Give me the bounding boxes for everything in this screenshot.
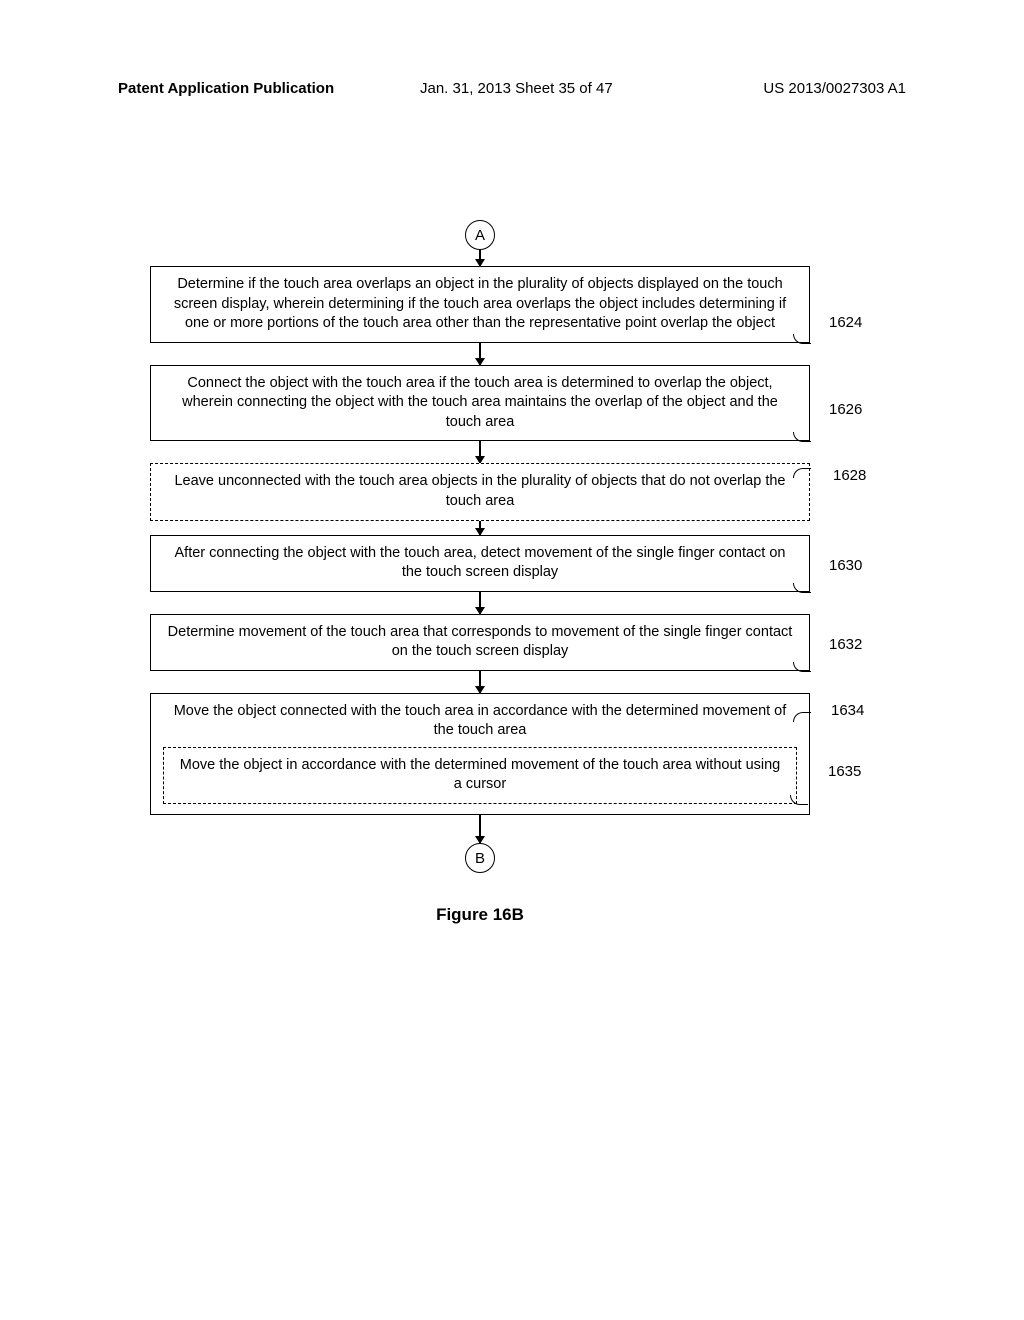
leader-line bbox=[790, 795, 808, 805]
leader-line bbox=[793, 432, 811, 442]
flow-step-text: Determine if the touch area overlaps an … bbox=[174, 276, 786, 331]
flow-step-1628: Leave unconnected with the touch area ob… bbox=[150, 463, 810, 520]
connector-start-label: A bbox=[475, 227, 485, 244]
flow-step-1630: After connecting the object with the tou… bbox=[150, 535, 810, 592]
flow-step-text: Determine movement of the touch area tha… bbox=[168, 624, 793, 660]
ref-number-1626: 1626 bbox=[829, 400, 862, 420]
connector-start: A bbox=[465, 220, 495, 250]
arrow-segment bbox=[479, 441, 481, 463]
flow-step-text: After connecting the object with the tou… bbox=[175, 545, 786, 581]
arrow-segment bbox=[479, 592, 481, 614]
ref-number-1632: 1632 bbox=[829, 635, 862, 655]
arrow-head-icon bbox=[475, 836, 485, 844]
header-publication-type: Patent Application Publication bbox=[118, 80, 334, 97]
leader-line bbox=[793, 583, 811, 593]
arrow-segment bbox=[479, 250, 481, 266]
header-date-sheet: Jan. 31, 2013 Sheet 35 of 47 bbox=[420, 80, 613, 97]
connector-end-label: B bbox=[475, 850, 485, 867]
arrow-segment bbox=[479, 521, 481, 535]
arrow-segment bbox=[479, 815, 481, 843]
figure-caption: Figure 16B bbox=[150, 905, 810, 925]
ref-number-1624: 1624 bbox=[829, 313, 862, 333]
arrow-segment bbox=[479, 671, 481, 693]
flow-step-text: Leave unconnected with the touch area ob… bbox=[174, 473, 785, 509]
ref-number-1635: 1635 bbox=[828, 762, 861, 782]
flow-step-text: Move the object in accordance with the d… bbox=[180, 757, 780, 793]
flow-step-1632: Determine movement of the touch area tha… bbox=[150, 614, 810, 671]
flow-step-1634: Move the object connected with the touch… bbox=[150, 693, 810, 815]
ref-number-1628: 1628 bbox=[833, 466, 866, 486]
flow-step-1626: Connect the object with the touch area i… bbox=[150, 365, 810, 442]
leader-line bbox=[793, 662, 811, 672]
flow-step-1635: Move the object in accordance with the d… bbox=[163, 747, 797, 804]
header-publication-number: US 2013/0027303 A1 bbox=[763, 80, 906, 97]
flow-step-text: Move the object connected with the touch… bbox=[161, 702, 799, 747]
leader-line bbox=[793, 712, 811, 722]
flow-step-1624: Determine if the touch area overlaps an … bbox=[150, 266, 810, 343]
page: Patent Application Publication Jan. 31, … bbox=[0, 0, 1024, 1320]
flow-step-text: Connect the object with the touch area i… bbox=[182, 375, 778, 430]
arrow-segment bbox=[479, 343, 481, 365]
leader-line bbox=[793, 468, 811, 478]
flowchart-figure: A Determine if the touch area overlaps a… bbox=[150, 220, 810, 925]
ref-number-1634: 1634 bbox=[831, 702, 864, 719]
leader-line bbox=[793, 334, 811, 344]
connector-end: B bbox=[465, 843, 495, 873]
ref-number-1630: 1630 bbox=[829, 556, 862, 576]
